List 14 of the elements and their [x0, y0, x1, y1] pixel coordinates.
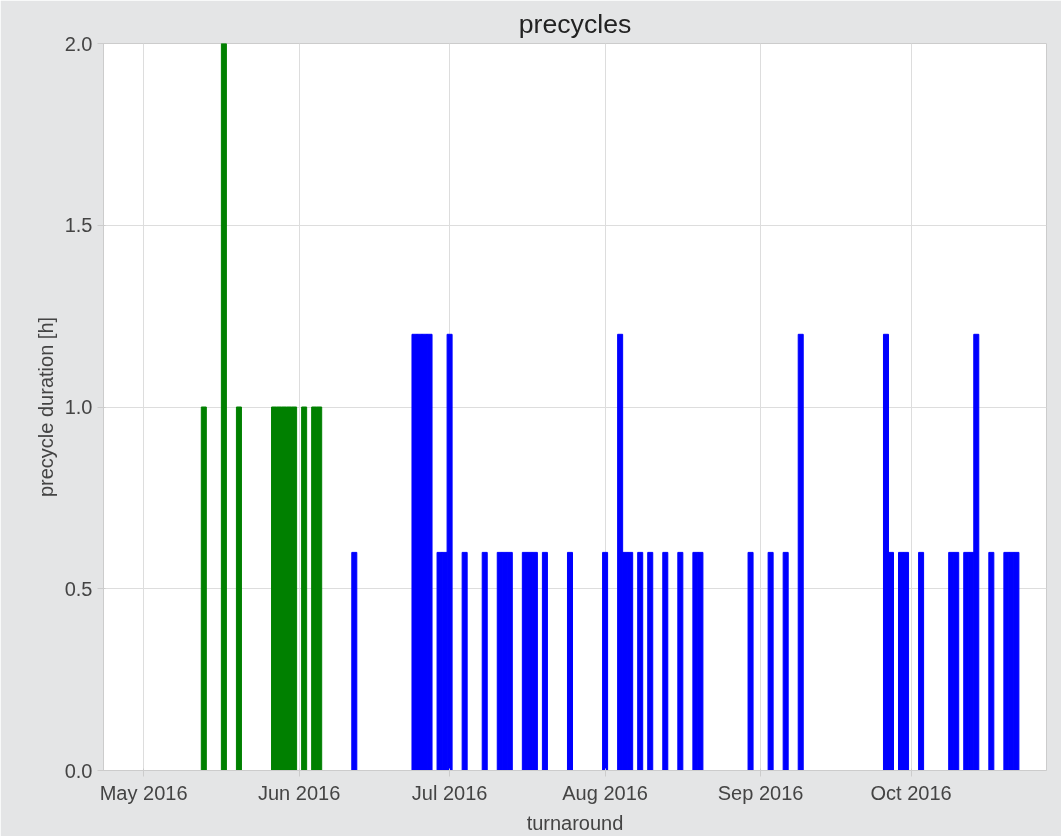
x-axis-title: turnaround	[526, 811, 624, 834]
x-tick-label: Jul 2016	[411, 781, 488, 804]
y-axis-title: precycle duration [h]	[34, 316, 57, 498]
y-tick-label: 1.5	[64, 214, 93, 237]
y-tick-label: 1.0	[64, 396, 93, 418]
y-tick-label: 0.0	[64, 759, 93, 782]
x-tick-label: Aug 2016	[562, 781, 648, 804]
y-tick-label: 0.5	[64, 577, 93, 600]
x-tick-label: Jun 2016	[257, 781, 341, 804]
y-tick-label: 2.0	[64, 32, 93, 55]
x-tick-label: Sep 2016	[717, 781, 804, 804]
x-tick-label: Oct 2016	[870, 781, 952, 804]
x-tick-label: May 2016	[99, 781, 188, 804]
chart-title: precycles	[518, 8, 632, 39]
